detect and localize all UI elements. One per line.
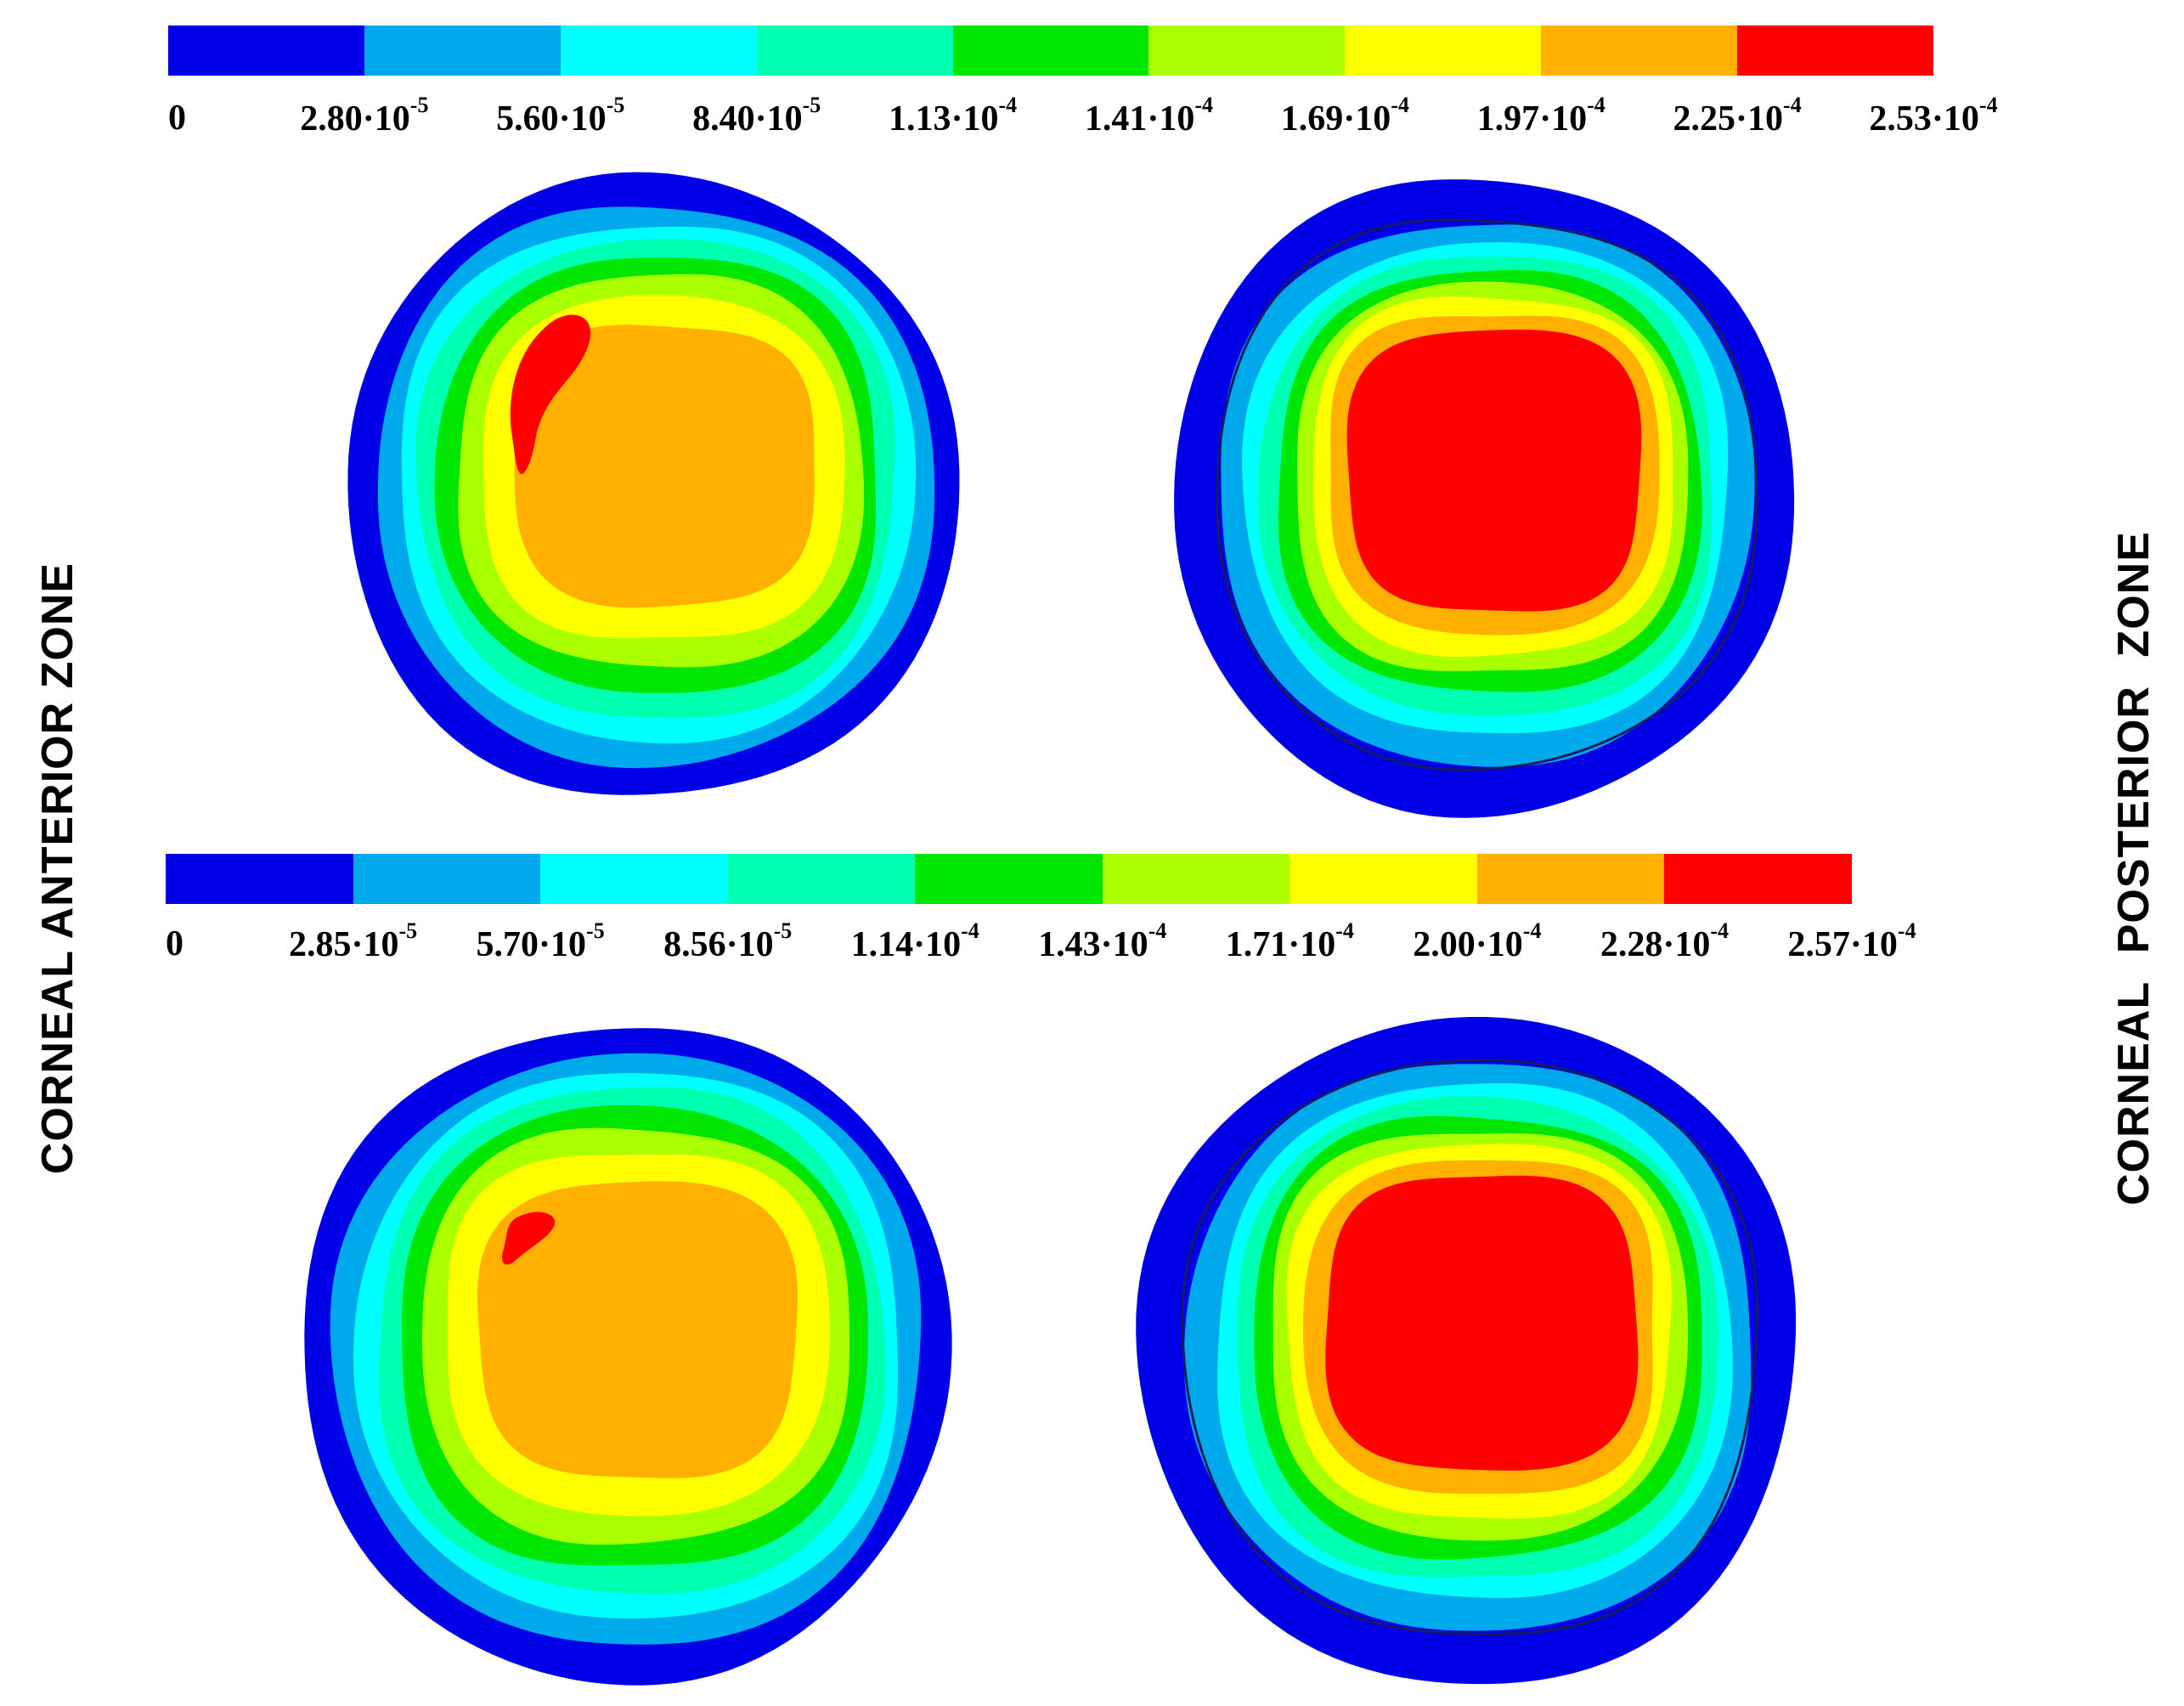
contour-peak-spot bbox=[501, 1212, 556, 1265]
colorbar-segment bbox=[540, 854, 728, 904]
anterior-zone-label: CORNEAL ANTERIOR ZONE bbox=[33, 562, 82, 1175]
colorbar-tick-label: 0 bbox=[168, 99, 186, 138]
colorbar-tick-label: 0 bbox=[166, 924, 183, 963]
contour-band bbox=[1346, 329, 1642, 612]
contour-peak-spot bbox=[510, 314, 591, 474]
contour-outline bbox=[1181, 1059, 1759, 1635]
colorbar-segment bbox=[1664, 854, 1852, 904]
colorbar-tick-label: 1.69·10-4 bbox=[1280, 93, 1409, 138]
contour-outline bbox=[1216, 218, 1758, 771]
colorbar-segment bbox=[1476, 854, 1665, 904]
colorbar-tick-label: 8.40·10-5 bbox=[692, 93, 821, 138]
colorbar-tick-label: 5.70·10-5 bbox=[476, 918, 605, 964]
colorbar-segment bbox=[1737, 25, 1933, 76]
colorbar-segment bbox=[1148, 25, 1346, 76]
contour-plot-posterior-top bbox=[1174, 179, 1795, 818]
colorbar-tick-label: 1.43·10-4 bbox=[1038, 918, 1167, 964]
colorbar-top-ticks: 0 2.80·10-5 5.60·10-5 8.40·10-5 1.13·10-4 1.4… bbox=[168, 93, 1998, 157]
colorbar-tick-label: 2.25·10-4 bbox=[1673, 93, 1802, 138]
colorbar-segment bbox=[168, 25, 364, 76]
colorbar-segment bbox=[952, 25, 1149, 76]
colorbar-tick-label: 1.71·10-4 bbox=[1225, 918, 1354, 964]
colorbar-tick-label: 2.85·10-5 bbox=[288, 918, 418, 964]
contour-band bbox=[514, 325, 815, 608]
colorbar-tick-label: 1.41·10-4 bbox=[1084, 93, 1214, 138]
colorbar-segment bbox=[353, 854, 541, 904]
colorbar-tick-label: 2.57·10-4 bbox=[1787, 918, 1916, 964]
colorbar-tick-label: 5.60·10-5 bbox=[496, 93, 625, 138]
colorbar-top bbox=[168, 25, 1933, 76]
colorbar-segment bbox=[1541, 25, 1737, 76]
contour-plot-anterior-bottom bbox=[304, 1028, 952, 1686]
colorbar-segment bbox=[364, 25, 561, 76]
posterior-zone-label: CORNEAL POSTERIOR ZONE bbox=[2109, 531, 2159, 1206]
colorbar-bottom-ticks: 0 2.85·10-5 5.70·10-5 8.56·10-5 1.14·10-4 1.4… bbox=[166, 918, 1916, 983]
colorbar-segment bbox=[560, 25, 757, 76]
colorbar-segment bbox=[727, 854, 916, 904]
colorbar-tick-label: 2.80·10-5 bbox=[300, 93, 429, 138]
colorbar-tick-label: 2.53·10-4 bbox=[1869, 93, 1998, 138]
contour-plot-anterior-top bbox=[347, 172, 960, 795]
colorbar-segment bbox=[915, 854, 1103, 904]
colorbar-segment bbox=[166, 854, 353, 904]
colorbar-tick-label: 1.97·10-4 bbox=[1476, 93, 1606, 138]
colorbar-tick-label: 8.56·10-5 bbox=[663, 918, 793, 964]
colorbar-tick-label: 2.28·10-4 bbox=[1600, 918, 1730, 964]
colorbar-bottom bbox=[166, 854, 1852, 904]
colorbar-segment bbox=[1290, 854, 1477, 904]
colorbar-segment bbox=[1102, 854, 1290, 904]
colorbar-segment bbox=[756, 25, 953, 76]
contour-band bbox=[477, 1181, 798, 1478]
colorbar-tick-label: 2.00·10-4 bbox=[1413, 918, 1542, 964]
colorbar-segment bbox=[1345, 25, 1542, 76]
contour-plot-posterior-bottom bbox=[1136, 1017, 1797, 1685]
colorbar-tick-label: 1.14·10-4 bbox=[850, 918, 979, 964]
colorbar-tick-label: 1.13·10-4 bbox=[888, 93, 1018, 138]
contour-band bbox=[1325, 1175, 1639, 1471]
